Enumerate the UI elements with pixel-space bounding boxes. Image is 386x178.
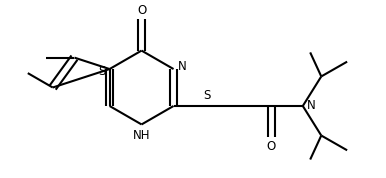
Text: N: N	[178, 60, 187, 73]
Text: O: O	[267, 140, 276, 153]
Text: S: S	[203, 89, 210, 102]
Text: O: O	[137, 4, 146, 17]
Text: N: N	[307, 100, 316, 112]
Text: NH: NH	[133, 129, 150, 142]
Text: S: S	[98, 65, 105, 78]
